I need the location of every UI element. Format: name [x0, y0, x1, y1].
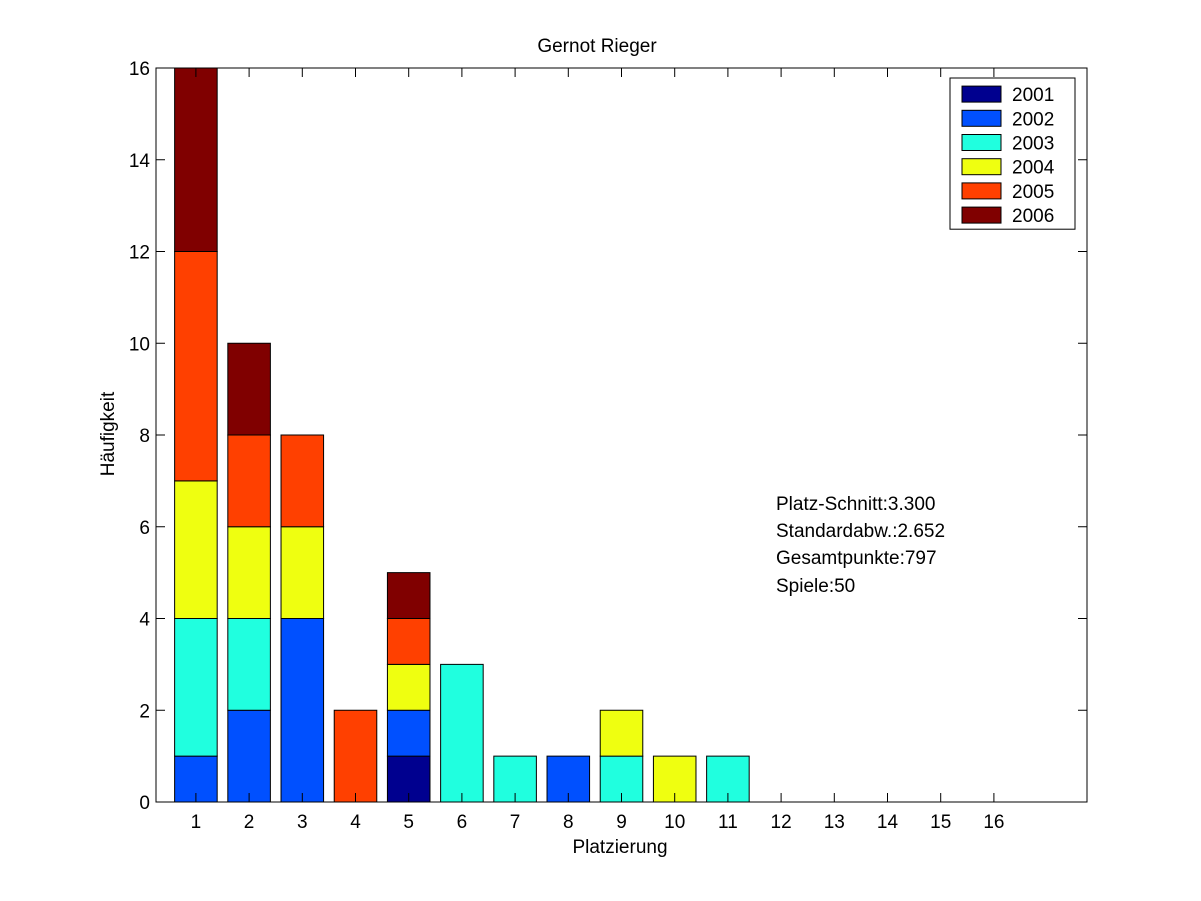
- legend-label-2003: 2003: [1012, 134, 1054, 155]
- bar-2-2003: [227, 618, 271, 711]
- stat-average-place: Platz-Schnitt:3.300: [776, 494, 935, 515]
- bar-5-2004: [386, 663, 431, 711]
- y-tick-label: 14: [129, 151, 151, 172]
- x-axis-tick-labels: 1 2 3 4 5 6 7 8 9 10 11 12 13 14 15 16: [191, 812, 1005, 833]
- bar-1-2003: [174, 618, 218, 757]
- stats-annotations: Platz-Schnitt:3.300 Standardabw.:2.652 G…: [776, 494, 945, 597]
- y-axis-tick-labels: 0 2 4 6 8 10 12 14 16: [129, 59, 151, 814]
- legend-swatch-2004: [961, 158, 1002, 176]
- x-tick-label: 5: [403, 812, 414, 833]
- bar-2-2005: [227, 434, 271, 528]
- bar-2-2004: [227, 526, 271, 619]
- y-tick-label: 2: [139, 701, 150, 722]
- legend-swatch-2001: [961, 85, 1002, 103]
- bar-1-2005: [174, 251, 218, 482]
- axis-ticks: [156, 67, 1087, 803]
- legend-label-2006: 2006: [1012, 206, 1054, 227]
- legend-label-2001: 2001: [1012, 85, 1054, 106]
- bar-3-2005: [280, 434, 325, 528]
- bar-2-2002: [227, 709, 271, 803]
- y-axis-title: Häufigkeit: [98, 391, 119, 476]
- stat-total-points: Gesamtpunkte:797: [776, 548, 937, 569]
- x-tick-label: 13: [824, 812, 845, 833]
- bar-5-2005: [386, 618, 431, 665]
- legend-box: [949, 77, 1076, 230]
- x-tick-label: 1: [191, 812, 202, 833]
- legend-swatch-2003: [961, 134, 1002, 151]
- bar-1-2004: [174, 480, 218, 619]
- stat-standard-deviation: Standardabw.:2.652: [776, 521, 945, 542]
- bar-4-2005: [333, 709, 378, 803]
- x-tick-label: 9: [616, 812, 627, 833]
- stat-games: Spiele:50: [776, 576, 855, 597]
- x-tick-label: 15: [930, 812, 951, 833]
- y-tick-label: 6: [139, 518, 150, 539]
- x-tick-label: 4: [350, 812, 361, 833]
- bar-6-2003: [440, 663, 484, 803]
- y-tick-label: 10: [129, 334, 150, 355]
- y-tick-label: 16: [129, 59, 150, 80]
- x-tick-label: 2: [244, 812, 255, 833]
- bar-3-2002: [280, 618, 325, 803]
- legend-swatch-2005: [961, 182, 1002, 200]
- bar-9-2004: [599, 709, 644, 757]
- legend: 2001 2002 2003 2004 2005 2006: [949, 77, 1076, 230]
- legend-swatch-2002: [961, 109, 1002, 127]
- x-tick-label: 8: [563, 812, 574, 833]
- bar-1-2006: [174, 67, 218, 252]
- legend-swatch-2006: [961, 206, 1002, 224]
- x-tick-label: 12: [771, 812, 792, 833]
- x-tick-label: 11: [718, 812, 738, 833]
- y-tick-label: 12: [129, 243, 150, 264]
- x-tick-label: 16: [983, 812, 1004, 833]
- legend-label-2002: 2002: [1012, 109, 1054, 130]
- bars-group: [174, 67, 750, 803]
- chart-title: Gernot Rieger: [537, 36, 657, 57]
- legend-label-2004: 2004: [1012, 158, 1055, 179]
- x-axis-title: Platzierung: [572, 837, 667, 858]
- y-tick-label: 0: [139, 793, 150, 814]
- bar-2-2006: [227, 342, 271, 436]
- x-tick-label: 7: [510, 812, 521, 833]
- bar-5-2006: [386, 572, 431, 619]
- x-tick-label: 10: [664, 812, 685, 833]
- y-tick-label: 4: [139, 610, 150, 631]
- bar-3-2004: [280, 526, 325, 619]
- y-tick-label: 8: [139, 426, 150, 447]
- legend-label-2005: 2005: [1012, 182, 1054, 203]
- x-tick-label: 6: [457, 812, 468, 833]
- x-tick-label: 3: [297, 812, 308, 833]
- x-tick-label: 14: [877, 812, 899, 833]
- bar-5-2002: [386, 709, 431, 757]
